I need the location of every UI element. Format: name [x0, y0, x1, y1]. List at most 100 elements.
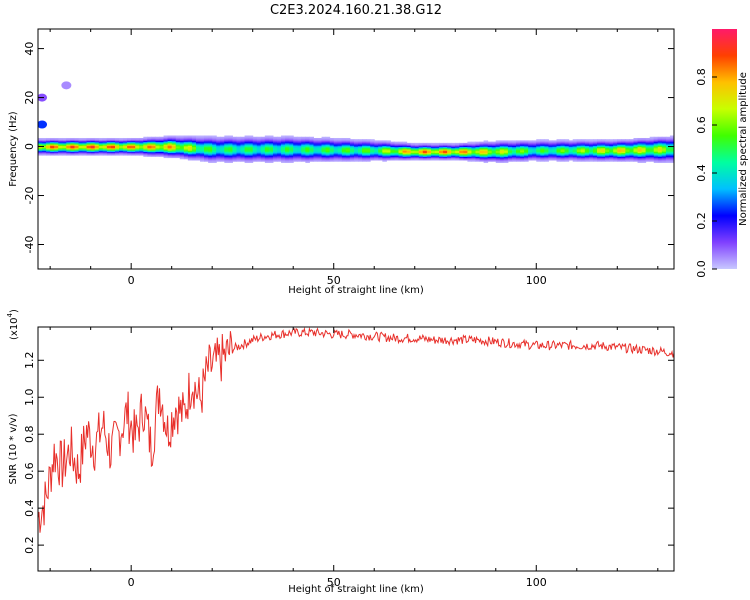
spectrogram-cell [422, 157, 428, 160]
spectrogram-cell [520, 152, 525, 155]
spectrogram-cell [277, 150, 282, 152]
spectrogram-cell [491, 155, 497, 157]
spectrogram-cell [208, 160, 213, 162]
spectrogram-cell [524, 150, 529, 152]
spectrogram-cell [459, 156, 464, 159]
spectrogram-cell [42, 145, 47, 148]
spectrogram-cell [297, 140, 302, 143]
spectrogram-cell [406, 146, 412, 149]
spectrogram-cell [576, 150, 582, 152]
spectrogram-cell [426, 142, 432, 145]
colorbar-gradient [712, 29, 737, 269]
spectrogram-cell [110, 149, 116, 151]
spectrogram-cell [349, 153, 355, 156]
spectrogram-cell [337, 155, 343, 157]
spectrogram-cell [362, 140, 367, 143]
spectrogram-cell [362, 150, 367, 152]
spectrogram-cell [617, 139, 622, 141]
spectrogram-cell [576, 160, 582, 162]
spectrogram-cell [661, 147, 667, 150]
spectrogram-cell [329, 160, 335, 162]
spectrogram-cell [341, 149, 347, 151]
spectrogram-cell [447, 153, 452, 156]
spectrogram-cell [479, 150, 485, 152]
spectrogram-cell [264, 137, 270, 140]
spectrogram-cell [114, 151, 120, 154]
spectrogram-cell [414, 151, 420, 154]
spectrogram-cell [135, 150, 140, 152]
spectrogram-cell [345, 153, 351, 156]
spectrogram-cell [281, 160, 286, 162]
spectrogram-cell [511, 153, 517, 156]
spectrogram-cell [264, 161, 270, 163]
spectrogram-cell [507, 141, 513, 144]
spectrogram-cell [337, 147, 343, 150]
spectrogram-cell [475, 160, 481, 162]
spectrogram-cell [422, 158, 428, 161]
spectrogram-cell [62, 137, 67, 140]
spectrogram-cell [163, 149, 169, 151]
spectrogram-cell [155, 149, 161, 151]
spectrogram-cell [617, 156, 622, 159]
spectrogram-cell [520, 151, 525, 154]
spectrogram-cell [507, 151, 513, 154]
spectrogram-cell [471, 146, 477, 149]
spectrogram-cell [625, 151, 630, 154]
spectrogram-cell [653, 145, 659, 148]
spectrogram-cell [163, 135, 169, 138]
colorbar-tick-label: 0.6 [695, 116, 708, 134]
spectrogram-cell [224, 140, 229, 143]
spectrogram-cell [410, 146, 416, 149]
spectrogram-cell [366, 156, 371, 159]
spectrogram-cell [402, 152, 408, 155]
spectrogram-cell [467, 142, 472, 145]
spectrogram-cell [657, 140, 663, 143]
spectrogram-cell [507, 160, 513, 162]
spectrogram-cell [208, 149, 213, 151]
spectrogram-cell [617, 146, 622, 149]
spectrogram-cell [313, 152, 319, 155]
spectrogram-cell [495, 141, 501, 144]
spectrogram-cell [633, 158, 639, 161]
spectrogram-cell [483, 155, 489, 157]
spectrogram-cell [592, 155, 598, 157]
spectrogram-cell [544, 152, 549, 155]
spectrogram-cell [66, 140, 71, 143]
spectrogram-cell [240, 150, 246, 152]
spectrogram-cell [309, 151, 314, 154]
spectrogram-cell [285, 155, 290, 157]
spectrogram-cell [621, 158, 626, 161]
spectrogram-cell [471, 147, 477, 150]
spectrogram-cell [374, 150, 379, 152]
spectrogram-cell [204, 152, 209, 155]
spectrogram-cell [370, 142, 375, 145]
spectrogram-cell [605, 141, 610, 144]
spectrogram-cell [212, 147, 217, 150]
spectrogram-cell [528, 152, 533, 155]
spectrogram-cell [264, 135, 270, 138]
spectrogram-cell [584, 150, 590, 152]
spectrogram-cell [248, 150, 254, 152]
spectrogram-cell [232, 158, 237, 161]
spectrogram-cell [293, 136, 298, 139]
spectrogram-cell [268, 151, 274, 154]
spectrogram-cell [491, 144, 497, 146]
spectrogram-cell [159, 144, 165, 146]
spectrogram-cell [645, 158, 651, 161]
spectrogram-cell [329, 147, 335, 150]
spectrogram-cell [325, 147, 331, 150]
spectrogram-cell [511, 145, 517, 148]
spectrogram-cell [293, 140, 298, 143]
spectrogram-cell [86, 137, 92, 140]
spectrogram-cell [50, 151, 55, 154]
spectrogram-cell [576, 158, 582, 161]
spectrogram-cell [544, 157, 549, 160]
spectrogram-cell [317, 160, 323, 162]
spectrogram-cell [621, 150, 626, 152]
spectrogram-cell [362, 151, 367, 154]
spectrogram-cell [483, 156, 489, 159]
spectrogram-cell [653, 152, 659, 155]
spectrogram-cell [252, 153, 258, 156]
spectrogram-cell [42, 153, 47, 156]
spectrogram-cell [483, 152, 489, 155]
